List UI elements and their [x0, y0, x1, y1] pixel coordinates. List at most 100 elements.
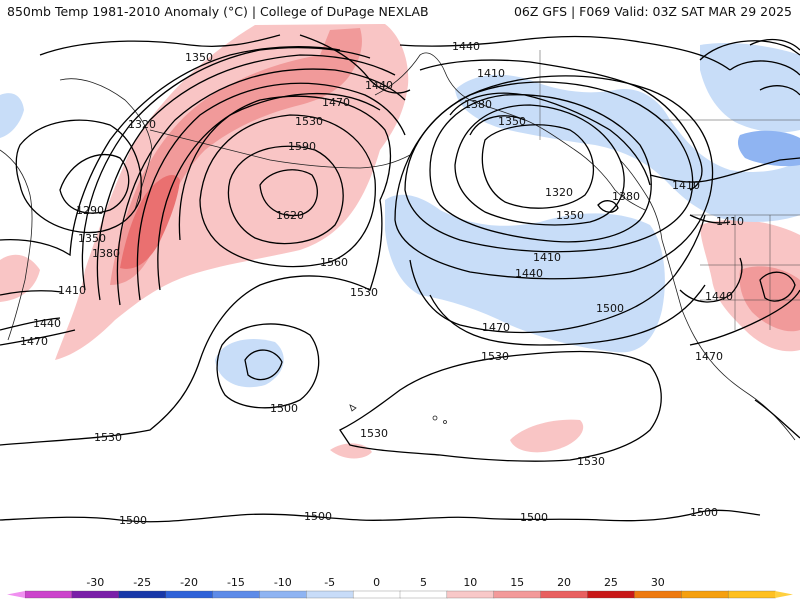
contour-1470 — [0, 329, 76, 346]
contour-label: 1440 — [452, 40, 480, 53]
contour-1350 — [39, 34, 281, 56]
contour-1410 — [689, 214, 731, 224]
colorbar-swatch — [352, 590, 401, 599]
colorbar-max-cap — [775, 591, 793, 598]
colorbar-tick-label: 10 — [463, 576, 477, 589]
height-contours — [0, 34, 800, 523]
header-bar: 850mb Temp 1981-2010 Anomaly (°C) | Coll… — [0, 0, 800, 22]
contour-label: 1440 — [705, 290, 733, 303]
contour-label: 1410 — [716, 215, 744, 228]
contour-label: 1440 — [365, 79, 393, 92]
contour-1500 — [216, 323, 320, 409]
contour-label: 1590 — [288, 140, 316, 153]
contour-label: 1530 — [295, 115, 323, 128]
asia-coastline — [0, 149, 33, 341]
contour-1440 — [299, 34, 411, 94]
contour-1350 — [469, 115, 526, 136]
contour-1350 — [597, 200, 619, 213]
contour-1530 — [0, 199, 383, 446]
contour-label: 1350 — [78, 232, 106, 245]
contour-1440 — [399, 35, 731, 71]
colorbar-swatch — [727, 590, 776, 599]
cold-anomaly-shading — [0, 43, 800, 388]
contour-1380 — [81, 47, 371, 291]
contour-1470 — [759, 271, 796, 302]
contour-1380 — [729, 60, 800, 76]
colorbar-tick-label: 0 — [373, 576, 380, 589]
contour-label: 1530 — [577, 455, 605, 468]
kamchatka-coastline — [59, 78, 153, 211]
colorbar-tick-label: 25 — [604, 576, 618, 589]
contour-label: 1290 — [76, 204, 104, 217]
contour-1470 — [136, 82, 406, 301]
colorbar-tick-label: 5 — [420, 576, 427, 589]
contour-1440 — [0, 317, 61, 331]
colorbar-swatch — [681, 590, 729, 599]
colorbar-tick-label: 15 — [510, 576, 524, 589]
contour-label: 1530 — [94, 431, 122, 444]
contour-label: 1560 — [320, 256, 348, 269]
contour-1350 — [454, 104, 625, 226]
contour-1290 — [59, 153, 130, 214]
contour-label: 1530 — [350, 286, 378, 299]
colorbar-swatch — [118, 590, 167, 599]
contour-label: 1350 — [556, 209, 584, 222]
colorbar-swatch — [165, 590, 214, 599]
contour-label: 1380 — [612, 190, 640, 203]
us-state-borders — [690, 214, 800, 330]
bc-coastline — [619, 159, 663, 241]
contour-label: 1470 — [695, 350, 723, 363]
contour-1350 — [759, 85, 800, 96]
colorbar-swatch — [71, 590, 120, 599]
cold-anomaly-region — [0, 93, 24, 138]
contour-label: 1320 — [545, 186, 573, 199]
contour-1500 — [157, 92, 381, 291]
cold-anomaly-core — [737, 130, 800, 167]
contour-1560 — [199, 114, 376, 268]
contour-1500 — [0, 509, 761, 523]
contour-label: 1620 — [276, 209, 304, 222]
colorbar-tick-label: -25 — [133, 576, 151, 589]
contour-1410 — [649, 157, 800, 183]
contour-1470 — [244, 349, 283, 381]
contour-label: 1410 — [58, 284, 86, 297]
contour-label: 1440 — [33, 317, 61, 330]
cold-anomaly-region — [480, 278, 530, 303]
contour-label: 1500 — [690, 506, 718, 519]
contour-label: 1380 — [92, 247, 120, 260]
hawaii-islands — [432, 415, 438, 421]
colorbar-swatch — [446, 590, 495, 599]
colorbar-swatch — [212, 590, 261, 599]
contour-1320 — [15, 119, 142, 234]
contour-label: 1410 — [477, 67, 505, 80]
contour-1500 — [429, 284, 706, 346]
model-run-info: 06Z GFS | F069 Valid: 03Z SAT MAR 29 202… — [513, 4, 792, 19]
hawaii-islands — [349, 404, 357, 412]
warm-anomaly-region — [0, 254, 40, 302]
contour-1470 — [689, 289, 800, 346]
contour-1530 — [699, 40, 800, 61]
colorbar-swatch — [634, 590, 682, 599]
cold-anomaly-region — [385, 194, 665, 353]
warm-anomaly-peak — [120, 175, 180, 269]
colorbar-tick-label: -20 — [180, 576, 198, 589]
colorbar-swatch — [493, 590, 542, 599]
colorbar-tick-label: 20 — [557, 576, 571, 589]
contour-label: 1470 — [322, 96, 350, 109]
alaska-coastline — [374, 52, 646, 211]
contour-label: 1530 — [481, 350, 509, 363]
warm-anomaly-core — [110, 28, 362, 285]
contour-label: 1530 — [360, 427, 388, 440]
contour-label: 1410 — [533, 251, 561, 264]
aleutian-chain — [149, 129, 411, 169]
contour-1350 — [0, 46, 341, 257]
weather-map: 1350 1440 1440 1470 1320 1530 1590 1290 … — [0, 22, 800, 574]
cold-anomaly-region — [455, 74, 800, 222]
contour-1620 — [259, 169, 318, 217]
warm-anomaly-region — [510, 419, 584, 453]
contour-label: 1470 — [482, 321, 510, 334]
contour-label: 1500 — [596, 302, 624, 315]
contour-1380 — [449, 92, 651, 186]
contour-label: 1500 — [119, 514, 147, 527]
contour-1320 — [481, 124, 595, 209]
